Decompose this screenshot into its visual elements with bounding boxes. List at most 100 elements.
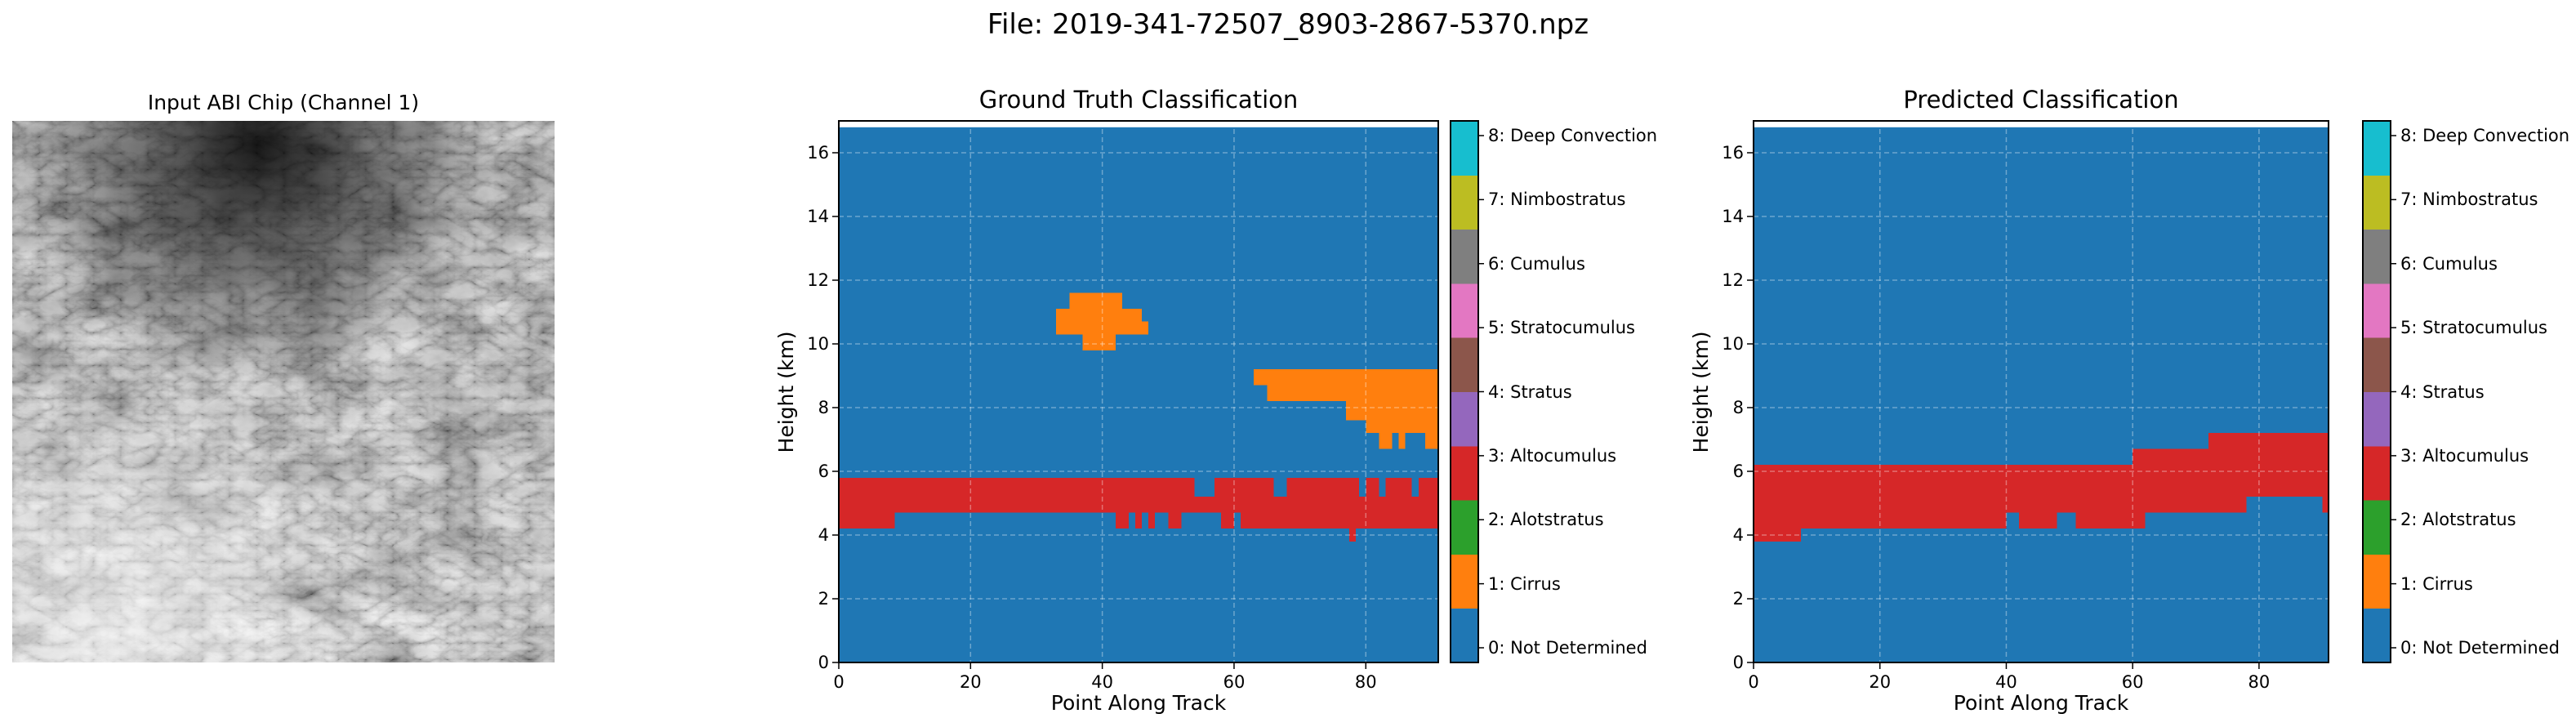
x-tick-label: 60 [2121, 672, 2144, 692]
colorbar-swatch-2 [2363, 500, 2391, 555]
colorbar-label: 4: Stratus [2400, 381, 2485, 402]
heatmap-background-cell [1754, 127, 2329, 663]
heatmap-region-class-3 [1168, 512, 1182, 529]
y-tick-label: 0 [1732, 653, 1744, 672]
y-tick-label: 16 [1722, 143, 1744, 163]
x-tick-label: 0 [833, 672, 845, 692]
heatmap-region-class-1 [1346, 401, 1438, 421]
x-tick-label: 80 [1354, 672, 1377, 692]
heatmap-region-class-1 [1366, 420, 1438, 434]
x-tick-label: 40 [1995, 672, 2017, 692]
colorbar-label: 5: Stratocumulus [1488, 318, 1635, 338]
colorbar-label: 1: Cirrus [2400, 573, 2473, 594]
input-abi-chip-image [12, 121, 555, 662]
ground-truth-xlabel: Point Along Track [1050, 691, 1227, 715]
colorbar-label: 2: Alotstratus [2400, 510, 2516, 530]
colorbar-swatch-9 [1451, 121, 1478, 176]
colorbar-swatch-6 [2363, 283, 2391, 338]
heatmap-region-class-0 [1411, 477, 1419, 497]
heatmap-region-class-0 [1233, 512, 1241, 529]
colorbar-label: 5: Stratocumulus [2400, 318, 2547, 338]
heatmap-region-class-1 [1056, 309, 1143, 322]
colorbar-swatch-8 [2363, 175, 2391, 230]
y-tick-label: 6 [1732, 462, 1744, 481]
y-tick-label: 10 [807, 334, 829, 354]
colorbar-swatch-3 [1451, 445, 1478, 501]
colorbar-swatch-4 [1451, 391, 1478, 447]
ground-truth-colorbar [1450, 120, 1484, 663]
heatmap-region-class-3 [2018, 512, 2057, 529]
heatmap-region-class-1 [1424, 433, 1438, 449]
colorbar-swatch-7 [1451, 229, 1478, 284]
colorbar-swatch-6 [1451, 283, 1478, 338]
colorbar-swatch-3 [2363, 445, 2391, 501]
heatmap-region-class-3 [1754, 465, 2329, 513]
colorbar-swatch-5 [2363, 337, 2391, 392]
colorbar-label: 4: Stratus [1488, 381, 1572, 402]
colorbar-label: 6: Cumulus [1488, 253, 1585, 274]
heatmap-region-class-0 [1379, 477, 1386, 497]
colorbar-label: 2: Alotstratus [1488, 510, 1604, 530]
ground-truth-title: Ground Truth Classification [978, 86, 1299, 114]
y-tick-label: 6 [818, 462, 829, 481]
heatmap-region-class-1 [1056, 321, 1149, 335]
y-tick-label: 0 [818, 653, 829, 672]
input-image-title: Input ABI Chip (Channel 1) [147, 91, 420, 114]
y-tick-label: 8 [818, 398, 829, 417]
ground-truth-heatmap [832, 120, 1439, 669]
colorbar-label: 3: Altocumulus [1488, 445, 1617, 466]
colorbar-swatch-2 [1451, 500, 1478, 555]
colorbar-swatch-7 [2363, 229, 2391, 284]
colorbar-label: 8: Deep Convection [1488, 126, 1658, 145]
x-tick-label: 60 [1223, 672, 1246, 692]
colorbar-label: 3: Altocumulus [2400, 445, 2529, 466]
x-tick-label: 20 [959, 672, 982, 692]
colorbar-label: 7: Nimbostratus [2400, 190, 2538, 210]
heatmap-region-class-3 [1801, 512, 2007, 529]
axes-frame [838, 120, 1439, 663]
heatmap-region-class-0 [1273, 477, 1287, 497]
heatmap-region-class-1 [1254, 369, 1438, 386]
x-tick-label: 20 [1869, 672, 1892, 692]
heatmap-region-class-3 [2075, 512, 2146, 529]
heatmap-region-class-0 [1128, 512, 1135, 529]
colorbar-swatch-8 [1451, 175, 1478, 230]
heatmap-region-class-1 [1069, 292, 1122, 310]
colorbar-label: 8: Deep Convection [2400, 126, 2570, 145]
colorbar-swatch-0 [1451, 608, 1478, 663]
predicted-xlabel: Point Along Track [1953, 691, 2129, 715]
heatmap-region-class-3 [1349, 529, 1357, 542]
y-tick-label: 12 [1722, 270, 1744, 290]
heatmap-region-class-3 [1754, 512, 1802, 542]
y-tick-label: 4 [1732, 525, 1744, 545]
colorbar-swatch-4 [2363, 391, 2391, 447]
colorbar-swatch-5 [1451, 337, 1478, 392]
y-tick-label: 10 [1722, 334, 1744, 354]
y-tick-label: 4 [818, 525, 829, 545]
heatmap-region-class-3 [2208, 433, 2329, 449]
y-tick-label: 14 [807, 207, 829, 226]
predicted-title: Predicted Classification [1903, 86, 2179, 114]
heatmap-region-class-1 [1398, 433, 1406, 449]
heatmap-region-class-0 [2246, 497, 2329, 513]
colorbar-swatch-1 [2363, 554, 2391, 609]
heatmap-region-class-0 [1142, 512, 1149, 529]
heatmap-region-class-0 [1194, 477, 1214, 497]
heatmap-region-class-3 [839, 512, 895, 529]
x-tick-label: 80 [2248, 672, 2271, 692]
colorbar-swatch-1 [1451, 554, 1478, 609]
colorbar-label: 0: Not Determined [1488, 638, 1647, 658]
heatmap-region-class-3 [2322, 480, 2329, 513]
x-tick-label: 0 [1748, 672, 1759, 692]
heatmap-region-class-1 [1379, 433, 1393, 449]
figure-title: File: 2019-341-72507_8903-2867-5370.npz [987, 8, 1589, 41]
heatmap-region-class-0 [1359, 477, 1366, 497]
heatmap-region-class-1 [1267, 385, 1438, 402]
heatmap-region-class-3 [839, 477, 1438, 513]
colorbar-swatch-0 [2363, 608, 2391, 663]
axes-frame [1753, 120, 2329, 663]
predicted-heatmap [1747, 120, 2329, 669]
colorbar-label: 1: Cirrus [1488, 573, 1561, 594]
heatmap-region-class-3 [1220, 512, 1438, 529]
y-tick-label: 2 [818, 589, 829, 609]
